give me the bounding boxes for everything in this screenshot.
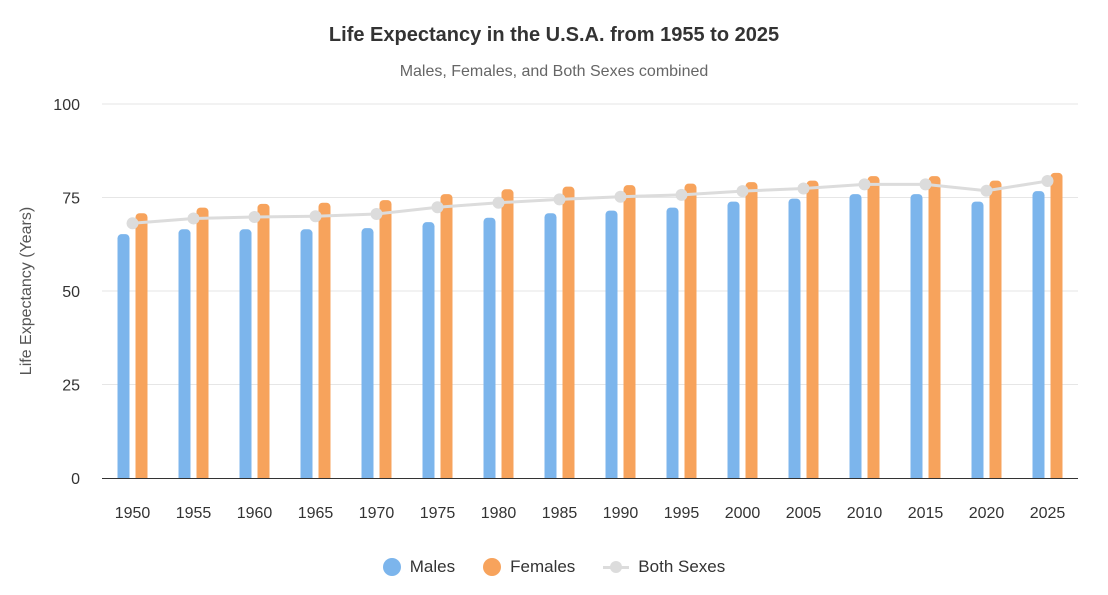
both-sexes-point [797,182,810,195]
males-bar [300,229,313,478]
legend: Males Females Both Sexes [0,557,1108,577]
females-bar [501,189,514,478]
both-sexes-point [675,188,688,201]
y-axis-label: Life Expectancy (Years) [18,207,35,375]
females-bar [318,202,331,478]
legend-label: Males [409,557,456,576]
females-marker-icon [483,558,502,576]
y-tick-label: 0 [71,471,80,488]
females-bar [928,176,941,478]
chart-subtitle: Males, Females, and Both Sexes combined [399,63,709,80]
females-bar [379,200,392,479]
y-tick-label: 50 [62,284,80,301]
x-tick-label: 1995 [664,505,700,522]
males-bar [483,217,496,479]
females-bar [684,183,697,479]
males-bar [605,210,618,478]
x-tick-label: 1950 [115,505,151,522]
both-sexes-point [553,193,566,206]
males-bar [849,194,862,478]
males-bar [788,198,801,478]
x-tick-label: 1985 [542,505,578,522]
females-bar [623,185,636,478]
x-tick-label: 2005 [786,505,822,522]
both-sexes-point [736,185,749,198]
x-tick-label: 1975 [420,505,456,522]
x-tick-label: 1970 [359,505,395,522]
females-bar [257,203,270,478]
females-bar [440,194,453,478]
males-bar [727,201,740,478]
females-bar [867,176,880,478]
y-tick-label: 75 [62,191,80,208]
legend-label: Both Sexes [638,557,726,576]
both-sexes-marker-icon [603,560,630,574]
both-sexes-point [309,210,322,223]
males-bar [239,229,252,478]
both-sexes-point [431,201,444,214]
males-bar [666,207,679,478]
x-tick-label: 1980 [481,505,517,522]
females-bar [196,207,209,478]
both-sexes-point [126,217,139,230]
males-bar [544,213,557,478]
males-bar [910,194,923,478]
x-tick-label: 2025 [1030,505,1066,522]
both-sexes-point [370,207,383,220]
both-sexes-point [858,178,871,191]
males-bar [117,234,130,478]
both-sexes-point [980,184,993,197]
both-sexes-point [492,196,505,209]
x-tick-label: 1965 [298,505,334,522]
both-sexes-point [919,178,932,191]
males-bar [361,228,374,478]
y-tick-label: 100 [53,97,80,114]
males-bar [422,222,435,478]
both-sexes-point [187,212,200,225]
males-bar [971,201,984,478]
both-sexes-point [248,210,261,223]
legend-item-both-sexes[interactable]: Both Sexes [603,557,725,577]
x-tick-label: 1960 [237,505,273,522]
x-tick-label: 2010 [847,505,883,522]
both-sexes-line [132,179,1048,225]
males-marker-icon [382,558,401,576]
males-bar [178,229,191,478]
females-bar [562,186,575,479]
females-bar [1050,172,1063,479]
legend-item-females[interactable]: Females [483,557,575,577]
chart-title: Life Expectancy in the U.S.A. from 1955 … [328,24,780,46]
y-tick-label: 25 [62,378,80,395]
females-bar [745,182,758,478]
x-tick-label: 1990 [603,505,639,522]
legend-label: Females [510,557,576,576]
females-bar [989,180,1002,479]
females-bar [135,213,148,478]
x-tick-label: 2020 [969,505,1005,522]
x-tick-label: 2000 [725,505,761,522]
x-tick-label: 1955 [176,505,212,522]
x-tick-label: 2015 [908,505,944,522]
males-bar [1032,191,1045,478]
both-sexes-point [614,190,627,203]
legend-item-males[interactable]: Males [382,557,456,577]
both-sexes-point [1041,175,1054,188]
females-bar [806,180,819,479]
